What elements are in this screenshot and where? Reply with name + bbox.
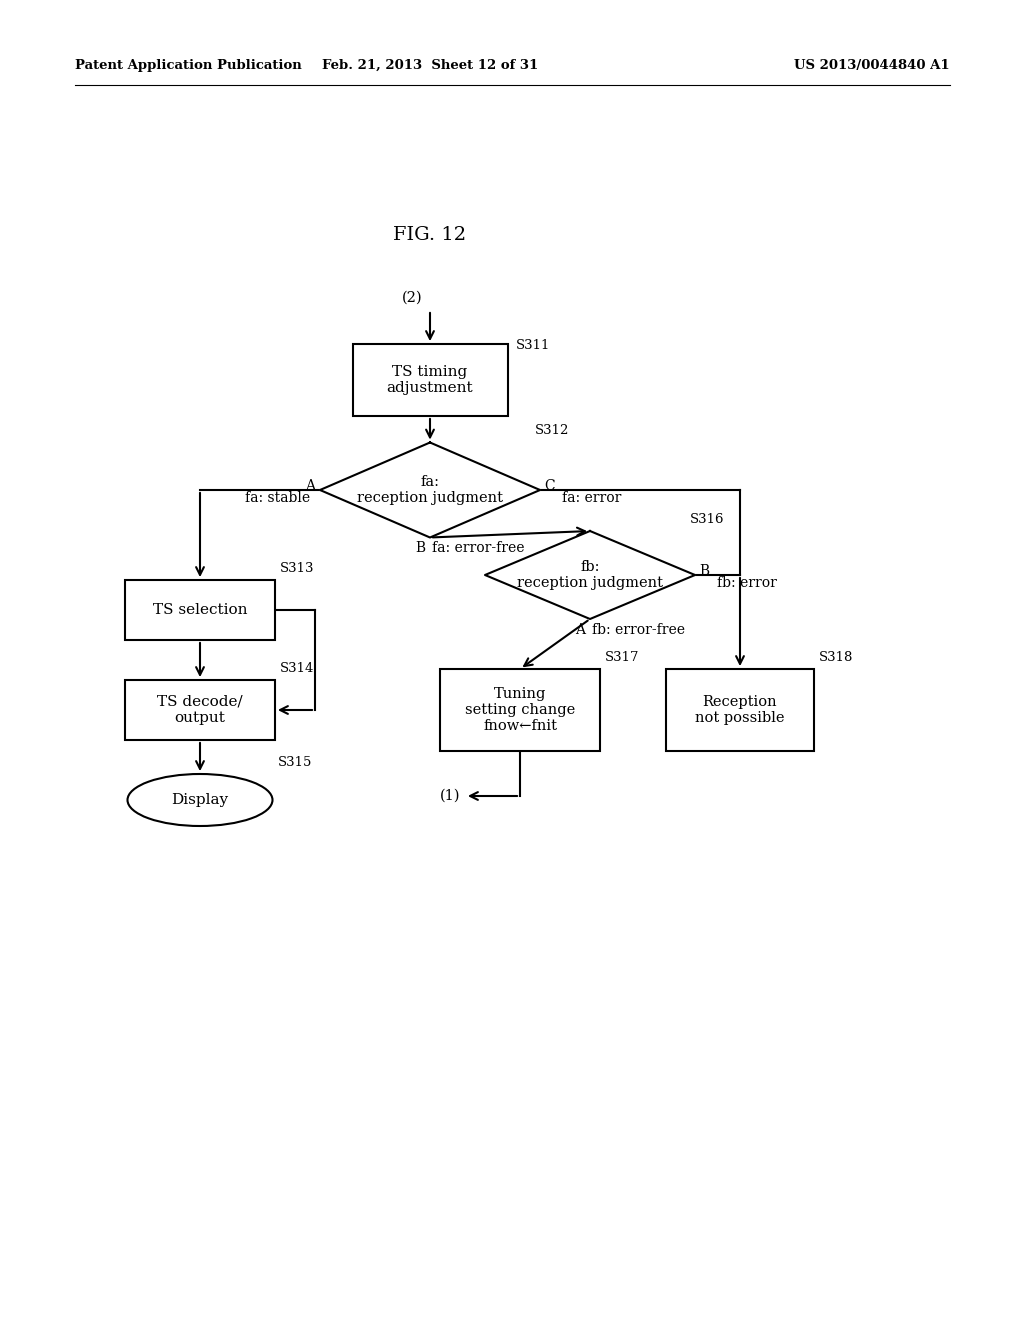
Text: TS timing
adjustment: TS timing adjustment bbox=[387, 364, 473, 395]
Text: Patent Application Publication: Patent Application Publication bbox=[75, 58, 302, 71]
Polygon shape bbox=[485, 531, 695, 619]
Text: S312: S312 bbox=[535, 425, 569, 437]
Bar bbox=[125, 680, 275, 741]
Bar bbox=[125, 579, 275, 640]
Text: A: A bbox=[575, 623, 585, 638]
Text: S317: S317 bbox=[605, 651, 640, 664]
Text: B: B bbox=[699, 564, 710, 578]
Text: US 2013/0044840 A1: US 2013/0044840 A1 bbox=[795, 58, 950, 71]
Text: S316: S316 bbox=[690, 513, 725, 525]
Text: A: A bbox=[305, 479, 315, 492]
Polygon shape bbox=[319, 442, 540, 537]
Text: B: B bbox=[415, 541, 425, 556]
Text: fa: stable: fa: stable bbox=[245, 491, 310, 506]
Bar bbox=[352, 345, 508, 416]
Text: S313: S313 bbox=[280, 562, 314, 576]
Text: S318: S318 bbox=[819, 651, 853, 664]
Text: Reception
not possible: Reception not possible bbox=[695, 694, 784, 725]
Text: Feb. 21, 2013  Sheet 12 of 31: Feb. 21, 2013 Sheet 12 of 31 bbox=[322, 58, 539, 71]
Text: fb:
reception judgment: fb: reception judgment bbox=[517, 560, 663, 590]
Text: S314: S314 bbox=[280, 663, 314, 675]
Text: TS decode/
output: TS decode/ output bbox=[158, 694, 243, 725]
Bar bbox=[666, 669, 814, 751]
Text: C: C bbox=[544, 479, 555, 492]
Text: S311: S311 bbox=[515, 339, 550, 352]
Text: Tuning
setting change
fnow←fnit: Tuning setting change fnow←fnit bbox=[465, 686, 575, 733]
Text: S315: S315 bbox=[278, 756, 312, 770]
Ellipse shape bbox=[128, 774, 272, 826]
Text: fa:
reception judgment: fa: reception judgment bbox=[357, 475, 503, 506]
Text: fa: error: fa: error bbox=[562, 491, 622, 506]
Text: (1): (1) bbox=[439, 789, 460, 803]
Text: Display: Display bbox=[171, 793, 228, 807]
Text: fa: error-free: fa: error-free bbox=[432, 541, 524, 556]
Text: FIG. 12: FIG. 12 bbox=[393, 226, 467, 244]
Text: TS selection: TS selection bbox=[153, 603, 247, 616]
Text: fb: error: fb: error bbox=[717, 576, 777, 590]
Bar bbox=[440, 669, 600, 751]
Text: (2): (2) bbox=[401, 290, 422, 305]
Text: fb: error-free: fb: error-free bbox=[592, 623, 685, 638]
